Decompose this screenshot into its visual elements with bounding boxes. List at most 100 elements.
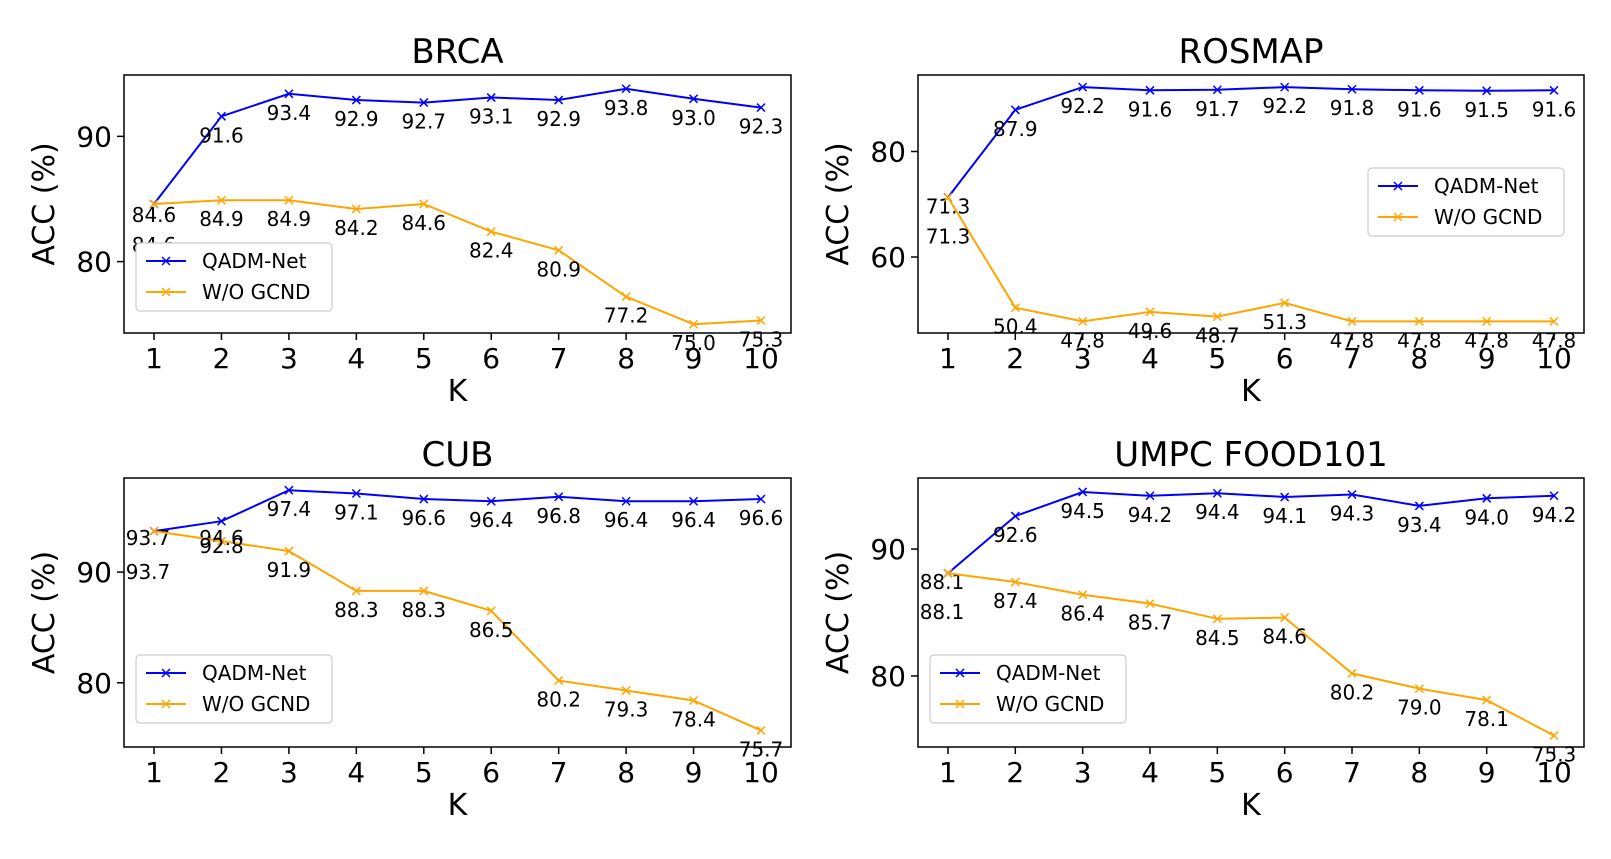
data-point xyxy=(1010,303,1020,313)
data-label: 80.9 xyxy=(536,257,581,281)
data-label: 71.3 xyxy=(926,224,971,248)
point-marker-stroke xyxy=(419,199,429,209)
point-marker-stroke xyxy=(1010,303,1020,313)
panel-umpc-food101: UMPC FOOD101 1 2 3 4 5 6 7 8 9 10 80 90 K ACC (%) 88.1 9… xyxy=(821,435,1585,823)
data-label: 47.8 xyxy=(1532,328,1577,352)
y-axis-label: ACC (%) xyxy=(27,142,62,265)
data-label: 47.8 xyxy=(1330,328,1375,352)
point-marker-stroke xyxy=(1347,84,1357,94)
legend: QADM-Net W/O GCND xyxy=(135,654,333,724)
data-label: 94.4 xyxy=(1195,500,1240,524)
x-tick-label: 6 xyxy=(482,342,500,375)
point-marker-stroke xyxy=(1145,491,1155,501)
y-tick-label: 90 xyxy=(870,533,906,566)
data-point xyxy=(486,606,496,616)
data-point xyxy=(1280,82,1290,92)
data-label: 94.2 xyxy=(1128,503,1173,527)
x-tick-label: 8 xyxy=(1410,756,1428,789)
point-marker-stroke xyxy=(756,315,766,326)
series-qadm-net: 71.387.992.2 91.6 91.7 92.2 91.8 91.6 91.5 91.6 xyxy=(926,82,1576,218)
data-point xyxy=(621,686,631,696)
data-point xyxy=(1145,491,1155,501)
data-label: 86.4 xyxy=(1060,602,1105,626)
x-tick-label: 10 xyxy=(1536,342,1572,375)
data-point xyxy=(1212,488,1222,498)
data-label: 75.3 xyxy=(739,327,784,351)
legend-item: QADM-Net xyxy=(940,661,1101,685)
legend-label: QADM-Net xyxy=(1434,174,1539,198)
data-point xyxy=(486,227,496,237)
point-marker-stroke xyxy=(621,84,631,94)
data-label: 75.3 xyxy=(1532,743,1577,767)
data-point xyxy=(621,496,631,506)
data-label: 94.2 xyxy=(1532,503,1577,527)
data-point xyxy=(351,95,361,105)
x-axis-label: K xyxy=(448,374,469,409)
data-label: 97.4 xyxy=(267,497,312,521)
legend-item: QADM-Net xyxy=(146,661,307,685)
legend-item: W/O GCND xyxy=(146,692,310,716)
data-label: 92.8 xyxy=(199,534,244,558)
point-marker-stroke xyxy=(149,526,159,536)
data-label: 50.4 xyxy=(993,315,1038,339)
point-marker-stroke xyxy=(1145,307,1155,317)
x-tick-label: 6 xyxy=(1276,756,1294,789)
legend: QADM-Net W/O GCND xyxy=(929,654,1127,724)
data-label: 84.6 xyxy=(1262,625,1307,649)
data-point xyxy=(419,98,429,108)
data-label: 93.8 xyxy=(604,96,649,120)
plot-frame xyxy=(123,74,792,334)
data-label: 49.6 xyxy=(1128,319,1173,343)
legend: QADM-Net W/O GCND xyxy=(135,242,333,312)
point-marker-stroke xyxy=(216,195,226,205)
data-label: 96.8 xyxy=(536,504,581,528)
data-point xyxy=(351,488,361,499)
x-tick-label: 2 xyxy=(1006,756,1024,789)
x-tick-label: 8 xyxy=(617,756,635,789)
y-tick-label: 80 xyxy=(76,667,112,700)
point-marker-stroke xyxy=(419,494,429,504)
data-point xyxy=(216,516,226,526)
data-point xyxy=(216,536,226,546)
series-line xyxy=(153,199,762,326)
data-point xyxy=(943,568,953,578)
data-point xyxy=(1347,316,1357,326)
point-marker-stroke xyxy=(1280,82,1290,92)
x-tick-label: 1 xyxy=(145,756,163,789)
data-label: 91.8 xyxy=(1330,96,1375,120)
point-marker-stroke xyxy=(1280,298,1290,308)
series-line xyxy=(947,196,1554,323)
point-marker-stroke xyxy=(1347,316,1357,326)
point-marker-stroke xyxy=(1145,85,1155,95)
chart-title: ROSMAP xyxy=(1178,32,1323,72)
data-point xyxy=(1078,82,1088,92)
x-tick-label: 2 xyxy=(1006,342,1024,375)
point-marker-stroke xyxy=(1078,487,1088,497)
point-marker-stroke xyxy=(1010,105,1020,115)
data-label: 93.4 xyxy=(267,101,312,125)
data-point xyxy=(554,95,564,105)
x-tick-label: 9 xyxy=(685,342,703,375)
data-label: 92.9 xyxy=(536,107,581,131)
data-label: 47.8 xyxy=(1060,328,1105,352)
legend-marker-stroke xyxy=(1393,212,1403,222)
x-tick-label: 5 xyxy=(1208,756,1226,789)
point-marker-stroke xyxy=(689,94,699,104)
y-tick-label: 80 xyxy=(870,136,906,169)
data-label: 94.0 xyxy=(1464,505,1509,529)
series-w-o-gcnd: 88.1 87.4 86.4 85.7 84.5 84.6 80.2 79.0 78.1 75.3 xyxy=(920,568,1577,767)
point-marker-stroke xyxy=(284,89,294,99)
series-line xyxy=(153,87,762,205)
data-label: 91.6 xyxy=(1128,97,1173,121)
legend-marker-stroke xyxy=(955,668,965,678)
x-tick-label: 3 xyxy=(1074,342,1092,375)
data-point xyxy=(689,94,699,104)
x-tick-label: 3 xyxy=(280,342,298,375)
x-tick-label: 9 xyxy=(1478,756,1496,789)
point-marker-stroke xyxy=(486,606,496,616)
data-point xyxy=(1347,489,1357,500)
data-label: 96.4 xyxy=(469,508,514,532)
data-label: 88.3 xyxy=(334,598,379,622)
data-label: 88.3 xyxy=(402,598,447,622)
